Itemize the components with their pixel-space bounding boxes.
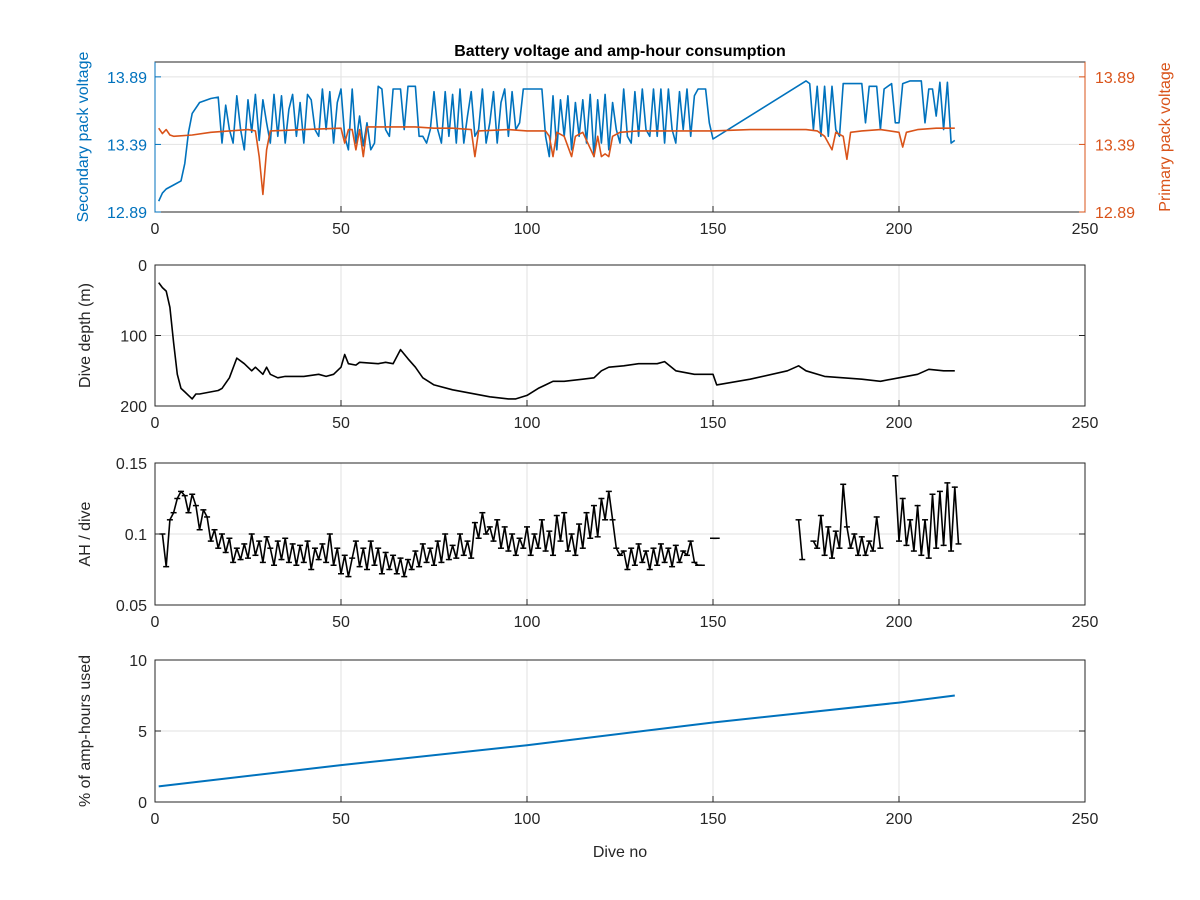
dive-depth-panel-grid: [155, 265, 1085, 406]
x-tick-label: 250: [1072, 221, 1099, 238]
dive-depth-panel-y-ticks: 0 100 200: [120, 258, 1085, 416]
secondary-pack-voltage-label: Secondary pack voltage: [75, 52, 92, 223]
y-tick-label: 5: [138, 724, 147, 741]
x-tick-label: 100: [514, 415, 541, 432]
dive-depth-panel: 0 50 100 150 200 250 0 100 200 Dive depth (m): [77, 258, 1098, 432]
dive-depth-panel-plot: [158, 282, 955, 400]
amp-hours-used-panel: 0 50 100 150 200 250 0 5 10 % of amp-hours used…: [77, 653, 1098, 861]
dive-depth-label: Dive depth (m): [77, 283, 94, 388]
y-tick-label: 100: [120, 329, 147, 346]
x-tick-label: 150: [700, 221, 727, 238]
voltage-panel-left-y-ticks: 12.89 13.39 13.89: [107, 70, 161, 222]
voltage-panel-plot: [157, 80, 956, 202]
y-tick-label: 13.89: [107, 70, 147, 87]
dive-no-label: Dive no: [593, 844, 647, 861]
dive-depth-panel-x-ticks: 0 50 100 150 200 250: [151, 400, 1099, 432]
series-line-0: [158, 694, 955, 788]
x-tick-label: 0: [151, 614, 160, 631]
amp-hours-used-label: % of amp-hours used: [77, 655, 94, 807]
amp-hours-used-panel-plot: [158, 694, 955, 788]
x-tick-label: 0: [151, 221, 160, 238]
voltage-panel: 0 50 100 150 200 250 12.89 13.39 13.89 12.89 13.…: [75, 43, 1174, 238]
x-tick-label: 150: [700, 811, 727, 828]
x-tick-label: 250: [1072, 415, 1099, 432]
x-tick-label: 250: [1072, 811, 1099, 828]
figure-title: Battery voltage and amp-hour consumption: [454, 43, 786, 60]
x-tick-label: 50: [332, 811, 350, 828]
x-tick-label: 50: [332, 614, 350, 631]
y-tick-label: 13.39: [107, 137, 147, 154]
amp-hours-used-panel-x-ticks: 0 50 100 150 200 250: [151, 796, 1099, 828]
y-tick-label: 0: [138, 258, 147, 275]
amp-hours-used-panel-grid: [155, 660, 1085, 802]
y-tick-label: 0.05: [116, 598, 147, 615]
series-line-0-segment-0: [161, 490, 702, 578]
x-tick-label: 200: [886, 811, 913, 828]
series-line-0-segment-4: [894, 475, 960, 559]
x-tick-label: 250: [1072, 614, 1099, 631]
x-tick-label: 50: [332, 221, 350, 238]
x-tick-label: 200: [886, 221, 913, 238]
x-tick-label: 200: [886, 415, 913, 432]
x-tick-label: 100: [514, 614, 541, 631]
right-y-tick-label: 12.89: [1095, 205, 1135, 222]
voltage-panel-right-y-ticks: 12.89 13.39 13.89: [154, 62, 1135, 222]
primary-pack-voltage-label: Primary pack voltage: [1157, 62, 1174, 211]
series-line-0-segment-2: [797, 519, 804, 560]
ah-per-dive-panel-x-ticks: 0 50 100 150 200 250: [151, 599, 1099, 631]
right-y-tick-label: 13.39: [1095, 137, 1135, 154]
ah-per-dive-label: AH / dive: [77, 501, 94, 566]
y-tick-label: 0.1: [125, 527, 147, 544]
right-y-tick-label: 13.89: [1095, 70, 1135, 87]
ah-per-dive-panel-plot: [159, 475, 962, 578]
x-tick-label: 100: [514, 221, 541, 238]
ah-per-dive-panel: 0 50 100 150 200 250 0.05 0.1 0.15 AH / dive: [77, 456, 1098, 631]
y-tick-label: 0: [138, 795, 147, 812]
x-tick-label: 50: [332, 415, 350, 432]
y-tick-label: 10: [129, 653, 147, 670]
series-line-0: [157, 80, 956, 202]
y-tick-label: 12.89: [107, 205, 147, 222]
y-tick-label: 0.15: [116, 456, 147, 473]
amp-hours-used-panel-y-ticks: 0 5 10: [129, 653, 1085, 812]
x-tick-label: 0: [151, 415, 160, 432]
ah-per-dive-panel-y-ticks: 0.05 0.1 0.15: [116, 456, 1085, 615]
x-tick-label: 200: [886, 614, 913, 631]
x-tick-label: 150: [700, 614, 727, 631]
y-tick-label: 200: [120, 399, 147, 416]
series-line-0: [158, 282, 955, 400]
x-tick-label: 0: [151, 811, 160, 828]
x-tick-label: 100: [514, 811, 541, 828]
x-tick-label: 150: [700, 415, 727, 432]
series-line-1: [158, 126, 955, 196]
